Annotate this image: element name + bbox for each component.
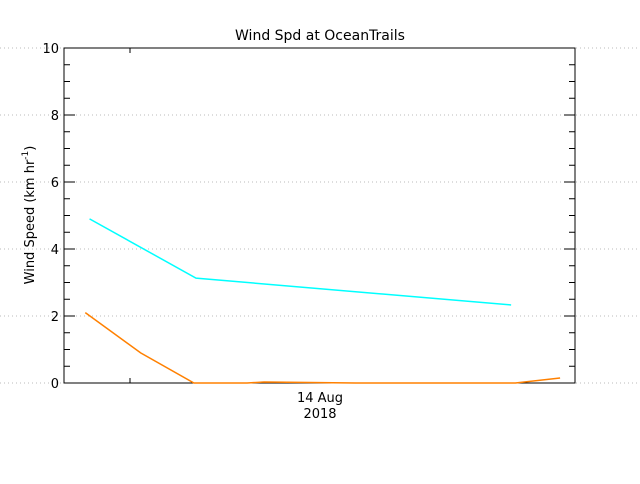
- series-group: [84, 218, 561, 384]
- y-tick-label: 2: [51, 310, 59, 325]
- plot-frame: [63, 47, 576, 384]
- y-tick-label: 0: [51, 377, 59, 392]
- y-tick-label: 10: [42, 42, 59, 57]
- y-axis-label: Wind Speed (km hr-1): [21, 146, 38, 285]
- y-tick-label: 8: [51, 109, 59, 124]
- grid-lines: [0, 47, 640, 384]
- y-tick-label: 6: [51, 176, 59, 191]
- chart-title: Wind Spd at OceanTrails: [235, 28, 405, 44]
- series-line-1: [84, 312, 561, 384]
- x-tick-label-year: 2018: [303, 407, 336, 422]
- series-line-0: [89, 218, 512, 306]
- y-tick-label: 4: [51, 243, 59, 258]
- x-tick-label-date: 14 Aug: [297, 391, 343, 406]
- y-axis: 0 2 4 6 8 10: [42, 42, 575, 392]
